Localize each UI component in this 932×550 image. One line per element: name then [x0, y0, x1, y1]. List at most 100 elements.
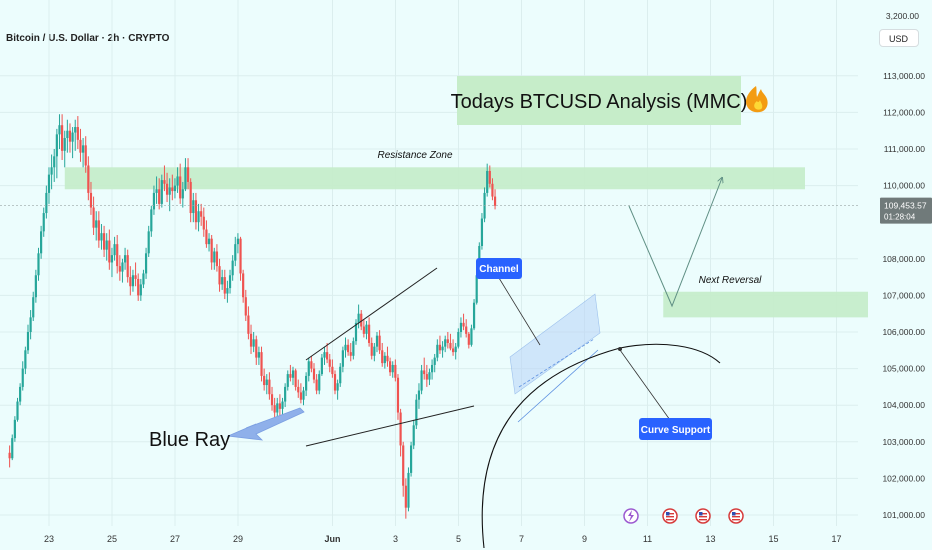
candle-body [45, 192, 48, 214]
candle-body [173, 185, 177, 192]
candle [147, 225, 150, 257]
candle-body [412, 425, 415, 446]
candle-body [205, 229, 208, 245]
candle [87, 156, 90, 201]
candle [441, 341, 444, 358]
candle [291, 366, 295, 386]
candle [221, 269, 224, 290]
candle-body [81, 145, 85, 153]
candle [273, 397, 276, 419]
candle [378, 330, 381, 354]
candle-body [257, 352, 261, 358]
candle [63, 130, 66, 168]
candle [454, 342, 457, 360]
candle-body [34, 275, 37, 298]
candle [110, 247, 114, 278]
candle-body [42, 213, 45, 232]
candle [160, 174, 163, 208]
candle-body [186, 167, 190, 182]
candle [412, 419, 415, 450]
candle-body [84, 145, 87, 166]
candle [165, 172, 169, 203]
candle [181, 181, 184, 208]
us-flag-icon[interactable] [728, 508, 744, 524]
curve-support-callout-label: Curve Support [641, 425, 711, 436]
time-tick-label: 11 [643, 534, 652, 544]
candle-body [263, 375, 266, 386]
candle [155, 176, 158, 204]
candle-body [465, 326, 468, 334]
current-price-label: 109,453.57 [884, 201, 927, 211]
candle [402, 441, 405, 497]
candle [444, 335, 447, 353]
candle-body [26, 332, 30, 351]
candle-body [420, 370, 423, 391]
candle-body [475, 275, 478, 303]
candle [268, 372, 271, 400]
candle-body [444, 339, 447, 347]
candle-body [436, 344, 439, 358]
candle [231, 255, 234, 281]
candle-body [386, 355, 389, 362]
candle-body [425, 374, 428, 380]
candle [213, 247, 216, 270]
candle [297, 379, 300, 398]
candle-body [472, 302, 476, 329]
candle [391, 361, 394, 378]
candle-body [307, 361, 310, 376]
price-tick-label: 110,000.00 [883, 181, 925, 191]
candle-body [360, 313, 363, 327]
candle-body [131, 275, 135, 287]
candle-body [92, 207, 95, 228]
candle [483, 187, 486, 223]
candle [396, 374, 400, 420]
candle-body [194, 200, 198, 223]
time-tick-label: 27 [170, 534, 180, 544]
candle-body [480, 218, 484, 246]
lightning-icon[interactable] [623, 508, 639, 524]
candle-body [428, 372, 431, 380]
candle [236, 233, 240, 254]
candle-body [97, 220, 100, 241]
candle-body [352, 341, 355, 356]
currency-button[interactable]: USD [879, 29, 919, 47]
candle [362, 319, 365, 338]
us-flag-icon[interactable] [662, 508, 678, 524]
candle-body [488, 170, 491, 184]
candle-body [373, 346, 376, 356]
candle-body [105, 240, 108, 250]
candle [19, 383, 22, 406]
candle [194, 192, 198, 230]
candle-body [100, 233, 103, 241]
candle-body [336, 383, 339, 391]
candle [123, 247, 127, 270]
time-tick-label: 17 [831, 534, 841, 544]
title-box [457, 76, 741, 125]
candle [81, 138, 85, 168]
price-tick-label: 102,000.00 [882, 473, 925, 483]
candle [142, 269, 145, 289]
blue-ray-arrow [226, 407, 305, 441]
candle [163, 165, 166, 192]
candle-body [402, 445, 405, 486]
candle-body [184, 167, 187, 190]
candle [158, 178, 161, 210]
candle [278, 394, 281, 417]
candle-body [89, 192, 93, 208]
candle [21, 361, 24, 391]
candle [189, 178, 192, 223]
candle [32, 291, 35, 322]
candle-body [234, 244, 237, 261]
candle-body [341, 350, 344, 367]
candle [134, 262, 137, 287]
us-flag-icon[interactable] [695, 508, 711, 524]
candle [97, 211, 100, 248]
candle [100, 224, 103, 250]
candle [40, 225, 43, 259]
candle-body [470, 328, 473, 345]
candle-body [160, 180, 163, 204]
candle [252, 332, 255, 353]
candle-body [236, 238, 240, 245]
candle [226, 280, 229, 303]
